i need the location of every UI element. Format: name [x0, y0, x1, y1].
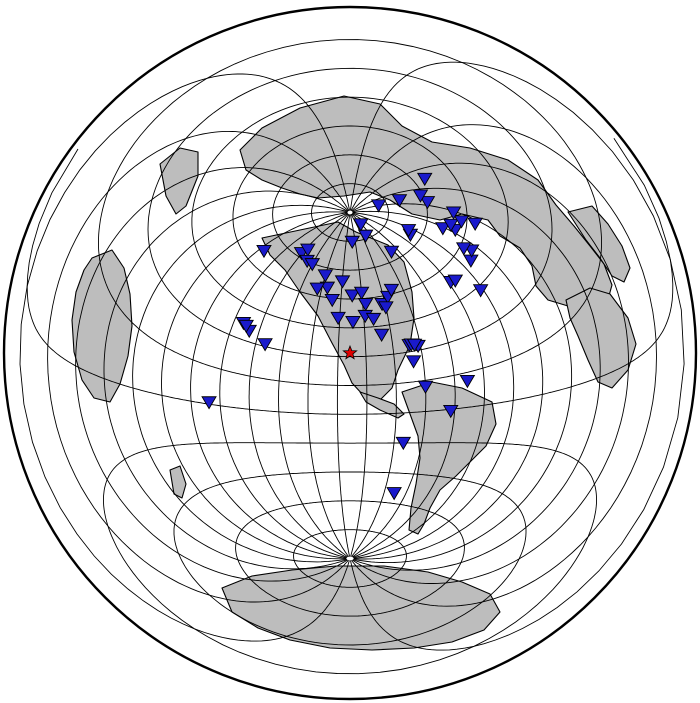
south-asia-land [567, 205, 631, 283]
station-triangle-icon [304, 258, 321, 272]
station-triangle-icon [344, 235, 361, 250]
parallel-line [272, 154, 428, 271]
station-triangle-icon [405, 355, 422, 369]
station-triangle-icon [324, 294, 341, 308]
station-triangle-icon [447, 274, 464, 288]
station-triangle-icon [391, 194, 408, 208]
station-triangle-icon [459, 374, 476, 389]
station-triangle-icon [353, 218, 369, 232]
parallel-line [98, 39, 602, 386]
station-triangle-icon [334, 275, 351, 289]
parallel-line [173, 471, 527, 646]
station-triangle-icon [419, 196, 436, 210]
event-star-icon [342, 344, 358, 360]
station-triangle-icon [412, 189, 429, 203]
station-triangle-icon [373, 328, 390, 342]
station-triangle-icon [442, 404, 459, 419]
parallel-line [311, 183, 389, 242]
station-triangle-icon [238, 319, 255, 334]
station-triangle-icon [435, 222, 451, 236]
station-triangle-icon [365, 312, 382, 327]
parallel-line [103, 442, 597, 675]
new-zealand-land [169, 465, 187, 499]
parallel-line [26, 138, 674, 415]
seismic-stations [201, 172, 489, 501]
station-triangle-icon [445, 206, 462, 220]
station-triangle-icon [357, 298, 374, 312]
station-triangle-icon [383, 245, 400, 260]
station-triangle-icon [443, 218, 459, 232]
asia-pacific-islands-land [159, 147, 199, 215]
station-triangle-icon [417, 380, 434, 394]
station-triangle-icon [357, 229, 374, 243]
station-triangle-icon [453, 215, 470, 229]
parallel-line [232, 125, 468, 300]
station-triangle-icon [406, 338, 423, 352]
station-triangle-icon [416, 172, 433, 187]
station-triangle-icon [472, 284, 489, 298]
station-triangle-icon [319, 281, 336, 295]
map-frame [2, 5, 698, 701]
south-america-land [401, 381, 497, 535]
station-triangle-icon [383, 283, 400, 298]
station-triangle-icon [256, 244, 272, 259]
station-triangle-icon [344, 289, 360, 303]
station-triangle-icon [309, 282, 326, 296]
station-triangle-icon [378, 301, 394, 315]
station-triangle-icon [455, 242, 472, 256]
station-triangle-icon [395, 436, 412, 451]
station-triangle-icon [345, 315, 361, 330]
parallel-line [235, 500, 465, 617]
station-triangle-icon [353, 286, 370, 300]
station-triangle-icon [467, 217, 483, 231]
station-triangle-icon [370, 199, 387, 213]
graticule-lines [19, 39, 685, 675]
station-triangle-icon [386, 487, 402, 501]
central-america-land [359, 391, 405, 419]
event-marker-layer [342, 344, 358, 360]
station-triangle-icon [317, 269, 334, 283]
antarctica-land [221, 565, 501, 651]
station-triangle-icon [201, 396, 217, 410]
station-triangle-icon [257, 338, 273, 352]
station-triangle-icon [330, 311, 346, 326]
station-triangle-icon [400, 224, 417, 238]
parallel-line [147, 67, 553, 358]
station-triangle-icon [300, 243, 316, 257]
africa-land [565, 287, 637, 389]
australia-land [71, 249, 133, 403]
parallel-line [293, 529, 407, 588]
parallel-line [191, 96, 509, 329]
